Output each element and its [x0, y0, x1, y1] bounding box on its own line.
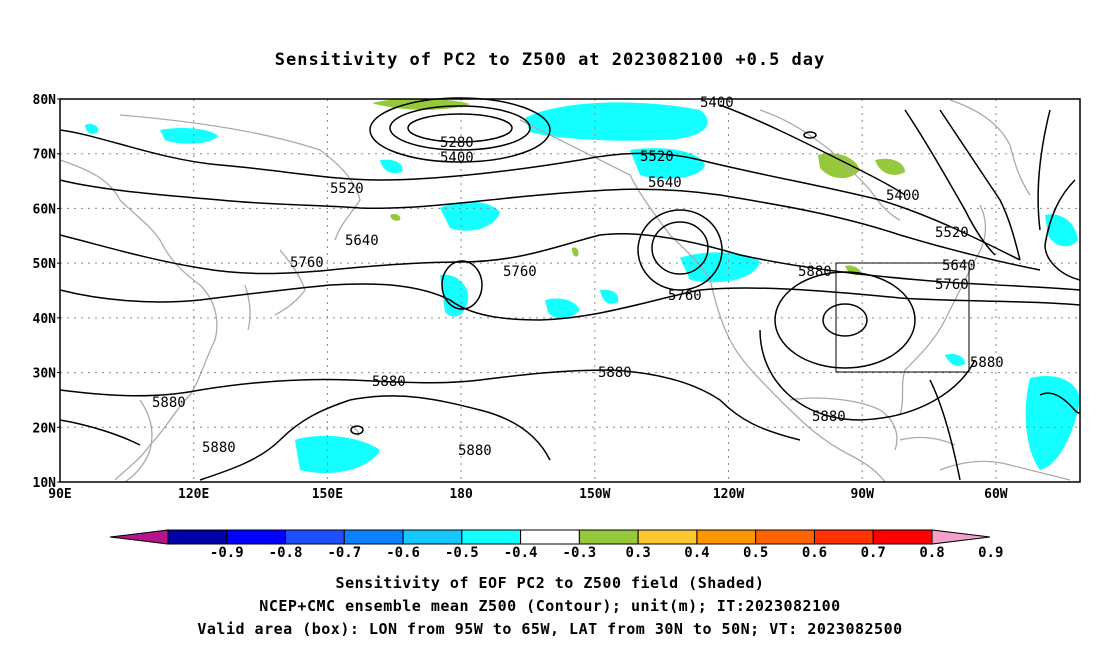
coastlines	[59, 99, 1071, 483]
contour-label: 5400	[886, 188, 920, 204]
colorbar-label: 0.9	[978, 545, 1003, 561]
colorbar-label: -0.5	[445, 545, 479, 561]
contour-label: 5880	[970, 355, 1004, 371]
contour-label: 5760	[668, 288, 702, 304]
longitude-label: 120E	[178, 487, 209, 502]
colorbar-label: 0.7	[861, 545, 886, 561]
figure-title: Sensitivity of PC2 to Z500 at 2023082100…	[274, 50, 826, 70]
colorbar-swatch	[696, 529, 757, 545]
colorbar-swatch	[167, 529, 228, 545]
colorbar-swatch	[520, 529, 580, 545]
longitude-label: 150E	[312, 487, 343, 502]
caption-line-3: Valid area (box): LON from 95W to 65W, L…	[197, 620, 903, 638]
contour-label: 5880	[798, 264, 832, 280]
colorbar-swatch	[226, 529, 287, 545]
colorbar: -0.9 -0.8 -0.7 -0.6 -0.5 -0.4 -0.3 0.3 0.4 0.5 0.6…	[109, 529, 1003, 561]
colorbar-swatch	[872, 529, 933, 545]
contour-label: 5760	[503, 264, 537, 280]
caption-line-1: Sensitivity of EOF PC2 to Z500 field (Sh…	[335, 574, 765, 592]
contour-label: 5880	[598, 365, 632, 381]
contour-label: 5880	[202, 440, 236, 456]
latitude-labels: 80N 70N 60N 50N 40N 30N 20N 10N	[33, 93, 60, 491]
latitude-label: 10N	[33, 476, 57, 491]
colorbar-label: -0.8	[269, 545, 303, 561]
contour-label: 5880	[372, 374, 406, 390]
colorbar-swatch	[813, 529, 874, 545]
positive-sensitivity-shading	[372, 98, 905, 276]
longitude-labels: 90E 120E 150E 180 150W 120W 90W 60W	[48, 487, 1008, 502]
contour-label: 5880	[152, 395, 186, 411]
contour-label: 5400	[440, 150, 474, 166]
contour-label: 5400	[700, 95, 734, 111]
contour-label: 5640	[942, 258, 976, 274]
colorbar-swatch	[461, 529, 522, 545]
z500-contours	[59, 97, 1081, 481]
contour-label: 5760	[935, 277, 969, 293]
longitude-label: 150W	[579, 487, 610, 502]
contour-labels: 5400 5280 5400 5520 5520 5640 5400 5520 …	[152, 95, 1004, 459]
contour-label: 5520	[330, 181, 364, 197]
contour-label: 5880	[812, 409, 846, 425]
colorbar-label: -0.6	[386, 545, 420, 561]
colorbar-label: 0.6	[802, 545, 827, 561]
latitude-label: 70N	[33, 148, 57, 163]
latitude-label: 40N	[33, 312, 57, 327]
valid-area-box	[835, 262, 970, 373]
contour-label: 5880	[458, 443, 492, 459]
colorbar-label: -0.4	[504, 545, 538, 561]
latitude-label: 60N	[33, 202, 57, 217]
map-frame	[59, 98, 1081, 483]
contour-label: 5640	[648, 175, 682, 191]
colorbar-label: 0.3	[626, 545, 651, 561]
colorbar-label: -0.9	[210, 545, 244, 561]
colorbar-label: -0.7	[327, 545, 361, 561]
grid-lines	[60, 99, 1080, 482]
contour-label: 5280	[440, 135, 474, 151]
map-background	[60, 99, 1080, 482]
colorbar-swatch	[402, 529, 463, 545]
contour-label: 5760	[290, 255, 324, 271]
contour-label: 5640	[345, 233, 379, 249]
latitude-label: 50N	[33, 257, 57, 272]
colorbar-swatch	[755, 529, 815, 545]
longitude-label: 90E	[48, 487, 71, 502]
colorbar-label: -0.3	[563, 545, 597, 561]
colorbar-label: 0.4	[684, 545, 709, 561]
colorbar-swatch	[285, 529, 345, 545]
colorbar-label: 0.5	[743, 545, 768, 561]
colorbar-swatch	[637, 529, 698, 545]
longitude-label: 90W	[850, 487, 874, 502]
colorbar-low-arrow	[109, 529, 169, 545]
contour-label: 5520	[935, 225, 969, 241]
colorbar-swatch	[578, 529, 639, 545]
colorbar-label: 0.8	[919, 545, 944, 561]
longitude-label: 180	[449, 487, 473, 502]
contour-label: 5520	[640, 149, 674, 165]
longitude-label: 120W	[713, 487, 744, 502]
longitude-label: 60W	[984, 487, 1008, 502]
colorbar-high-arrow	[931, 529, 991, 545]
latitude-label: 80N	[33, 93, 57, 108]
negative-sensitivity-shading	[85, 102, 1080, 474]
caption-line-2: NCEP+CMC ensemble mean Z500 (Contour); u…	[259, 597, 841, 615]
latitude-label: 30N	[33, 367, 57, 382]
colorbar-swatch	[343, 529, 404, 545]
latitude-label: 20N	[33, 421, 57, 436]
